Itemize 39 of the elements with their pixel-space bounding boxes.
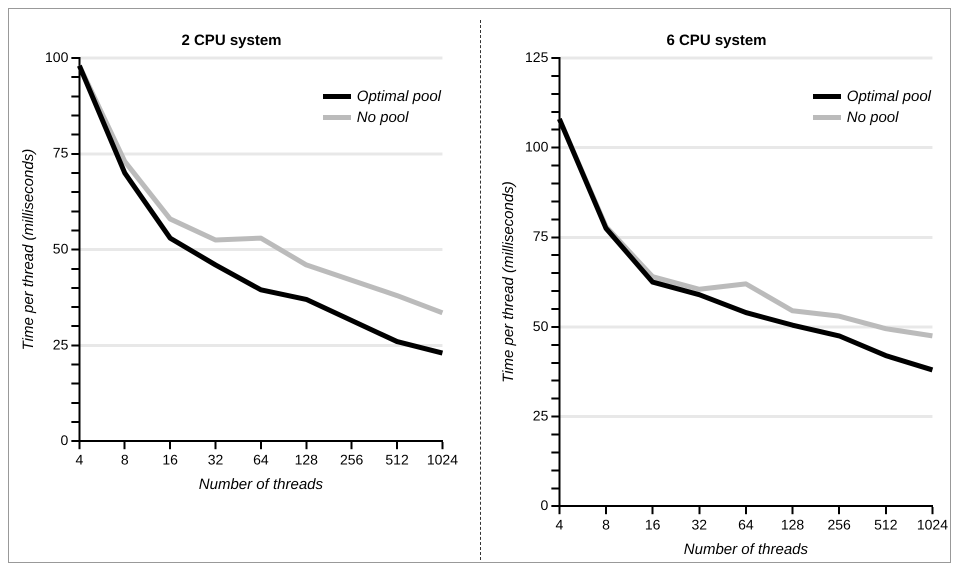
x-tick-label: 128: [294, 451, 318, 468]
y-tick-label: 25: [52, 336, 69, 352]
legend-label: Optimal pool: [846, 88, 931, 105]
y-tick-label: 100: [525, 138, 549, 154]
y-tick-label: 50: [52, 240, 69, 256]
x-tick-label: 64: [738, 516, 754, 532]
x-tick-label: 8: [120, 451, 129, 468]
x-tick-label: 4: [555, 516, 564, 532]
legend-label: No pool: [356, 109, 408, 126]
y-tick-label: 125: [525, 48, 549, 65]
x-tick-label: 512: [874, 516, 898, 532]
x-axis-title: Number of threads: [684, 541, 808, 558]
y-tick-label: 25: [532, 407, 549, 424]
chart-title: 6 CPU system: [666, 32, 767, 50]
legend-label: Optimal pool: [356, 88, 441, 105]
y-tick-label: 0: [540, 497, 549, 514]
y-tick-label: 50: [532, 318, 549, 334]
x-tick-label: 16: [162, 451, 178, 468]
x-tick-label: 16: [644, 516, 661, 532]
x-tick-label: 256: [340, 451, 364, 468]
x-tick-label: 32: [208, 451, 224, 468]
x-tick-label: 1024: [916, 516, 948, 532]
y-tick-label: 75: [52, 144, 69, 161]
x-tick-label: 64: [253, 451, 269, 468]
x-tick-label: 8: [602, 516, 610, 532]
y-axis-title: Time per thread (milliseconds): [500, 181, 518, 383]
x-tick-label: 32: [691, 516, 708, 532]
x-tick-label: 4: [75, 451, 84, 468]
chart-title: 2 CPU system: [181, 32, 282, 50]
x-tick-label: 1024: [426, 451, 458, 468]
y-tick-label: 0: [60, 432, 69, 448]
y-tick-label: 100: [45, 48, 69, 65]
y-axis-title: Time per thread (milliseconds): [20, 148, 38, 350]
x-tick-label: 256: [827, 516, 852, 532]
legend-label: No pool: [846, 109, 898, 126]
x-axis-title: Number of threads: [198, 476, 324, 494]
x-tick-label: 512: [385, 451, 409, 468]
x-tick-label: 128: [780, 516, 804, 532]
y-tick-label: 75: [532, 228, 549, 244]
